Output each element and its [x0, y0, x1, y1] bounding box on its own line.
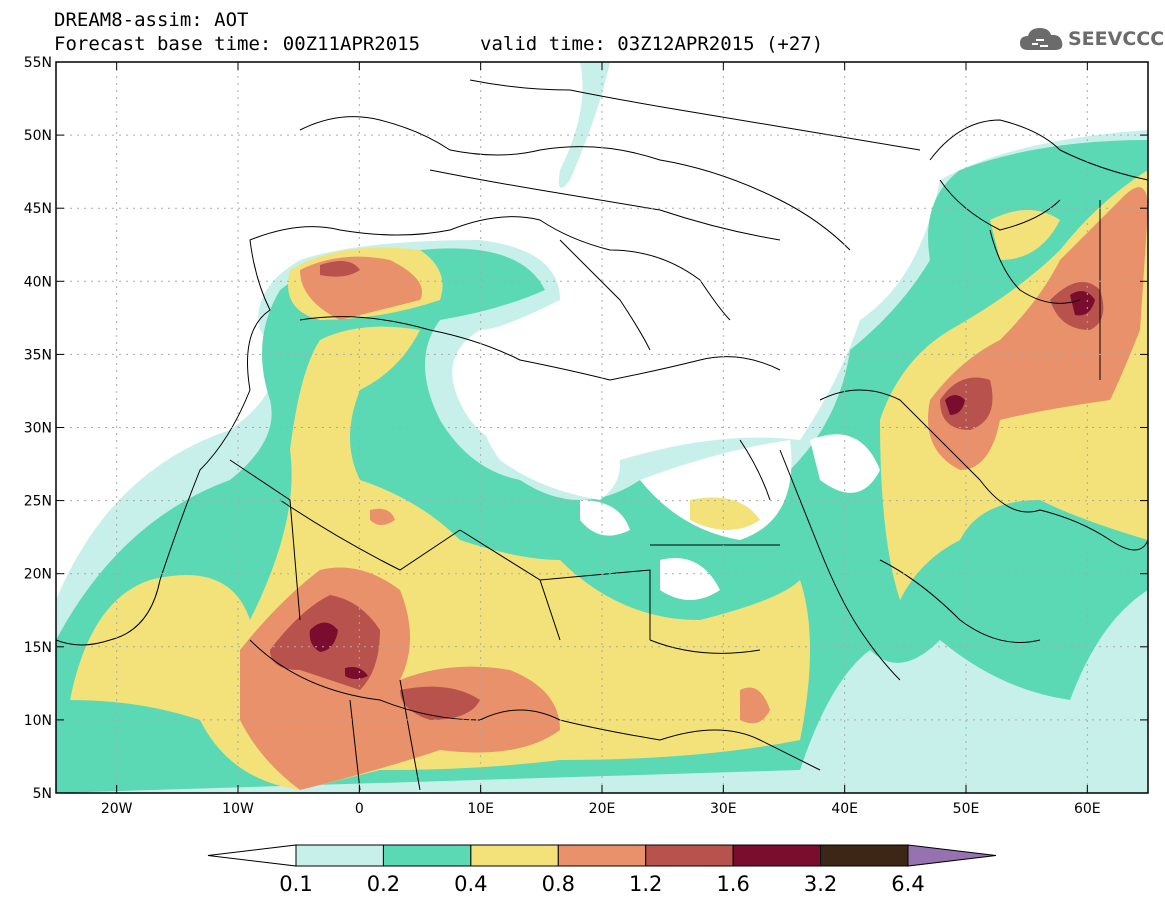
lat-tick-label: 55N: [24, 55, 52, 71]
colorbar-label: 0.1: [279, 872, 312, 896]
colorbar-label: 0.2: [367, 872, 400, 896]
lon-tick-label: 0: [355, 801, 364, 817]
lat-tick-label: 30N: [24, 421, 52, 437]
cloud-icon: [1020, 28, 1063, 50]
coastlines: [56, 79, 1148, 791]
gridlines: [56, 62, 1148, 793]
lat-tick-label: 5N: [33, 786, 52, 802]
lon-tick-label: 30E: [710, 801, 737, 817]
axis-ticks: 55N 50N 45N 40N 35N 30N 25N 20N 15N 10N 5N 20W 10W 0 1…: [24, 55, 1148, 817]
colorbar-label: 0.8: [542, 872, 575, 896]
lat-tick-label: 20N: [24, 567, 52, 583]
lon-tick-label: 60E: [1074, 801, 1101, 817]
logo-text: SEEVCCC: [1068, 28, 1165, 50]
lat-tick-label: 25N: [24, 494, 52, 510]
map-title: DREAM8-assim: AOT: [54, 9, 249, 31]
lon-tick-label: 10E: [467, 801, 494, 817]
colorbar-overflow-arrow: [907, 844, 997, 867]
lat-tick-label: 40N: [24, 274, 52, 290]
colorbar: 0.1 0.2 0.4 0.8 1.2 1.6 3.2 6.4: [207, 844, 997, 896]
colorbar-label: 0.4: [454, 872, 487, 896]
lon-tick-label: 20W: [101, 801, 133, 817]
lon-tick-label: 20E: [589, 801, 616, 817]
lon-tick-label: 50E: [953, 801, 980, 817]
lat-tick-label: 15N: [24, 640, 52, 656]
seevccc-logo: [1018, 24, 1158, 58]
colorbar-swatch: [820, 844, 909, 867]
lat-tick-label: 10N: [24, 713, 52, 729]
lat-tick-label: 35N: [24, 347, 52, 363]
lon-tick-label: 10W: [222, 801, 254, 817]
lat-tick-label: 50N: [24, 128, 52, 144]
colorbar-label: 6.4: [891, 872, 924, 896]
colorbar-swatch: [295, 844, 384, 867]
valid-time: valid time: 03Z12APR2015 (+27): [480, 33, 824, 55]
colorbar-swatch: [470, 844, 559, 867]
colorbar-label: 1.6: [716, 872, 749, 896]
colorbar-label: 1.2: [629, 872, 662, 896]
forecast-base-time: Forecast base time: 00Z11APR2015: [54, 33, 421, 55]
colorbar-swatch: [382, 844, 472, 867]
lon-tick-label: 40E: [831, 801, 858, 817]
colorbar-swatch: [732, 844, 822, 867]
colorbar-underflow-arrow: [207, 844, 297, 867]
colorbar-label: 3.2: [804, 872, 837, 896]
colorbar-swatch: [557, 844, 647, 867]
colorbar-swatch: [645, 844, 734, 867]
lat-tick-label: 45N: [24, 201, 52, 217]
